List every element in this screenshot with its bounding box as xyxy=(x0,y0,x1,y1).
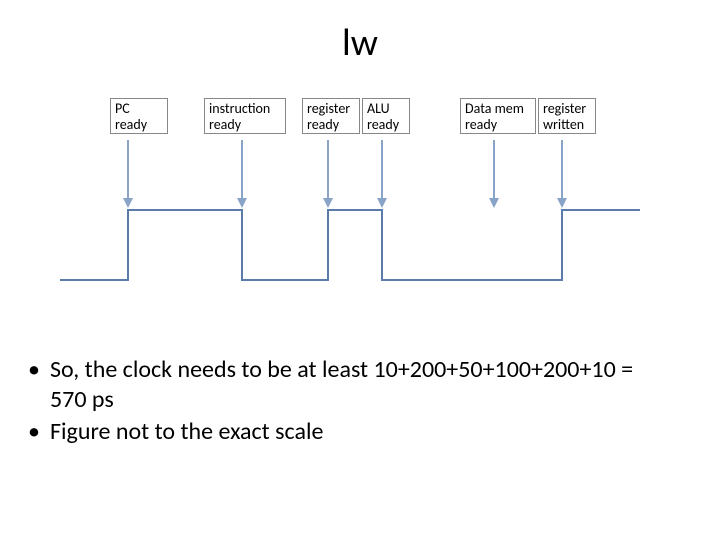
slide-title: lw xyxy=(0,20,720,66)
timing-diagram xyxy=(0,0,720,540)
arrowhead-dmem xyxy=(489,198,499,208)
arrowhead-instr xyxy=(237,198,247,208)
arrowhead-reg xyxy=(323,198,333,208)
clock-waveform xyxy=(60,210,640,280)
stage-label-pc: PCready xyxy=(110,98,168,134)
arrowhead-pc xyxy=(123,198,133,208)
bullet-dot-icon: • xyxy=(28,355,50,415)
stage-label-alu: ALUready xyxy=(362,98,410,134)
stage-label-dmem: Data memready xyxy=(460,98,536,134)
bullet-item: •Figure not to the exact scale xyxy=(28,417,668,447)
bullet-dot-icon: • xyxy=(28,417,50,447)
arrowhead-alu xyxy=(377,198,387,208)
stage-label-instr: instructionready xyxy=(204,98,286,134)
bullet-list: •So, the clock needs to be at least 10+2… xyxy=(28,355,668,449)
bullet-text: Figure not to the exact scale xyxy=(50,417,323,447)
stage-label-reg: registerready xyxy=(302,98,360,134)
arrowhead-regw xyxy=(557,198,567,208)
bullet-text: So, the clock needs to be at least 10+20… xyxy=(50,355,668,415)
stage-label-regw: registerwritten xyxy=(538,98,596,134)
bullet-item: •So, the clock needs to be at least 10+2… xyxy=(28,355,668,415)
